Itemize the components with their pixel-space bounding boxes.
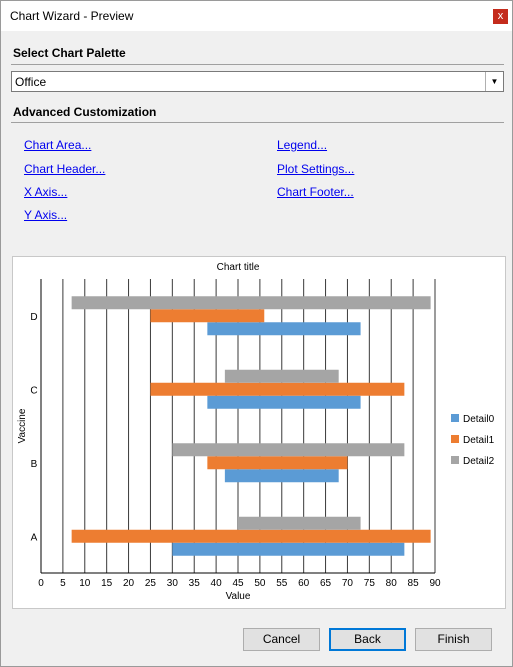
x-tick-label: 90 — [429, 578, 441, 589]
x-axis-link[interactable]: X Axis... — [24, 185, 68, 199]
plot-settings-link[interactable]: Plot Settings... — [277, 162, 355, 176]
palette-select[interactable]: Office ▼ — [11, 71, 504, 92]
title-bar: Chart Wizard - Preview x — [1, 1, 512, 31]
bar-detail2-b — [172, 443, 405, 457]
chart-header-link[interactable]: Chart Header... — [24, 162, 106, 176]
palette-select-value: Office — [15, 75, 47, 89]
legend-label-detail0: Detail0 — [463, 414, 495, 425]
x-tick-label: 10 — [79, 578, 91, 589]
finish-button[interactable]: Finish — [415, 628, 492, 651]
x-tick-label: 30 — [167, 578, 179, 589]
x-tick-label: 80 — [386, 578, 398, 589]
legend-label-detail2: Detail2 — [463, 456, 495, 467]
x-tick-label: 55 — [276, 578, 288, 589]
chart-area-link[interactable]: Chart Area... — [24, 138, 92, 152]
legend-swatch-detail1 — [451, 435, 459, 443]
y-tick-label: A — [31, 532, 38, 543]
chart-svg: A B C D 0 5 10 15 20 25 30 35 40 45 50 55 60 65 70 75 80 85 90… — [17, 262, 495, 602]
y-tick-label: D — [30, 312, 37, 323]
x-tick-label: 60 — [298, 578, 310, 589]
bar-detail0-a — [172, 542, 405, 556]
window-title: Chart Wizard - Preview — [10, 9, 134, 23]
x-tick-label: 65 — [320, 578, 332, 589]
legend-label-detail1: Detail1 — [463, 435, 495, 446]
x-tick-label: 20 — [123, 578, 135, 589]
palette-heading: Select Chart Palette — [13, 46, 126, 60]
chart-preview: A B C D 0 5 10 15 20 25 30 35 40 45 50 55 60 65 70 75 80 85 90… — [12, 256, 506, 609]
bar-detail0-c — [207, 395, 361, 409]
bar-detail1-b — [207, 456, 348, 470]
bar-detail2-d — [71, 296, 431, 310]
bar-detail2-c — [224, 369, 339, 383]
x-axis-title: Value — [226, 591, 251, 602]
x-tick-label: 5 — [60, 578, 66, 589]
y-axis-title: Vaccine — [17, 408, 28, 443]
x-tick-label: 40 — [211, 578, 223, 589]
chevron-down-icon[interactable]: ▼ — [485, 72, 503, 91]
back-button[interactable]: Back — [329, 628, 406, 651]
x-tick-label: 45 — [232, 578, 244, 589]
bar-detail0-b — [224, 469, 339, 483]
legend-link[interactable]: Legend... — [277, 138, 328, 152]
chart-footer-link[interactable]: Chart Footer... — [277, 185, 354, 199]
customization-heading: Advanced Customization — [13, 105, 157, 119]
bar-detail1-d — [150, 309, 265, 323]
y-axis-link[interactable]: Y Axis... — [24, 208, 68, 222]
x-tick-label: 50 — [254, 578, 266, 589]
divider — [11, 64, 504, 65]
legend-swatch-detail0 — [451, 414, 459, 422]
bar-detail2-a — [238, 516, 361, 530]
bar-detail0-d — [207, 322, 361, 336]
x-tick-label: 85 — [408, 578, 420, 589]
bar-detail1-a — [71, 529, 431, 543]
x-tick-label: 35 — [189, 578, 201, 589]
chart-title: Chart title — [217, 262, 260, 273]
x-tick-label: 25 — [145, 578, 157, 589]
x-tick-label: 70 — [342, 578, 354, 589]
y-tick-label: C — [30, 385, 37, 396]
x-tick-label: 0 — [38, 578, 44, 589]
cancel-button[interactable]: Cancel — [243, 628, 320, 651]
divider — [11, 122, 504, 123]
close-icon[interactable]: x — [493, 9, 508, 24]
x-tick-label: 15 — [101, 578, 113, 589]
y-tick-label: B — [31, 459, 38, 470]
legend-swatch-detail2 — [451, 456, 459, 464]
x-tick-label: 75 — [364, 578, 376, 589]
bar-detail1-c — [150, 382, 405, 396]
